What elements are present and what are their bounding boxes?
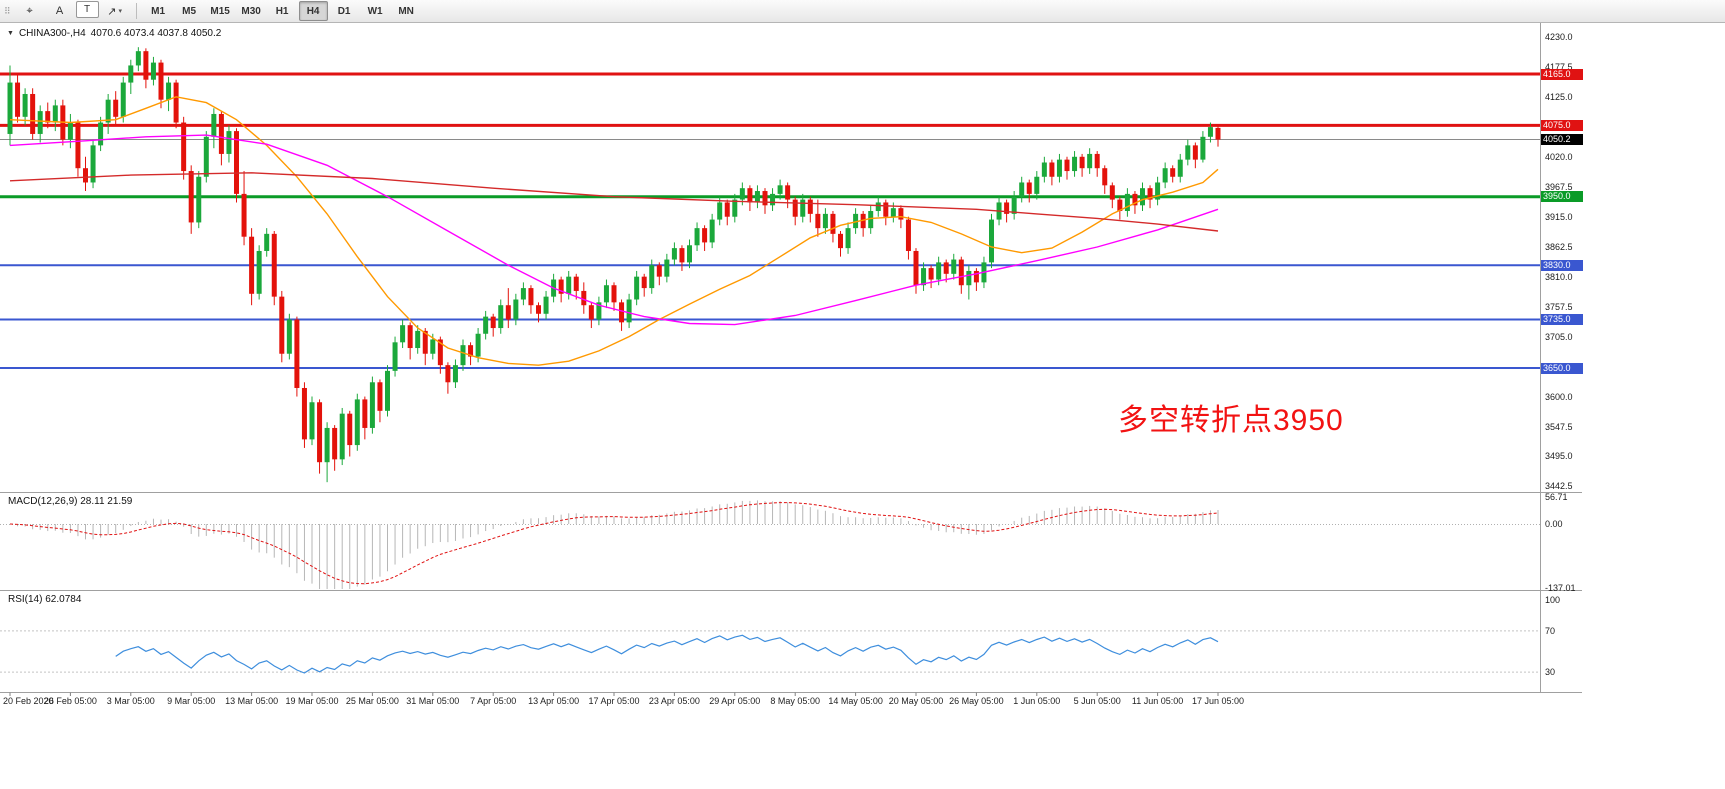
toolbar-text-t-button[interactable]: T (75, 1, 99, 18)
timeframe-button-m15[interactable]: M15 (210, 5, 230, 17)
timeframe-button-m30[interactable]: M30 (241, 5, 261, 17)
axis-ticks-layer (9, 692, 1219, 696)
price-level-lines[interactable] (0, 72, 1540, 370)
timeframe-button-mn[interactable]: MN (398, 5, 414, 17)
toolbar-text-a-button[interactable]: A (55, 5, 64, 17)
toolbar-tools-group: ⌖ A T ↗ ▾ (15, 1, 130, 21)
timeframe-button-h1[interactable]: H1 (275, 5, 289, 17)
toolbar: ⠿ ⌖ A T ↗ ▾ M1 M5 M15 M30 H1 H4 D1 W1 MN (0, 0, 1725, 23)
timeframe-button-m1[interactable]: M1 (151, 5, 166, 17)
toolbar-drawing-button[interactable]: ↗ ▾ (107, 5, 122, 18)
toolbar-drag-handle-icon[interactable]: ⠿ (4, 5, 11, 16)
timeframe-buttons-group: M1 M5 M15 M30 H1 H4 D1 W1 MN (143, 1, 422, 21)
moving-averages-layer (9, 96, 1219, 366)
toolbar-crosshair-button[interactable]: ⌖ (26, 4, 33, 17)
timeframe-button-d1[interactable]: D1 (337, 5, 351, 17)
toolbar-separator (135, 3, 137, 19)
panel-separators (0, 22, 1582, 693)
rsi-layer (0, 630, 1540, 674)
timeframe-button-m5[interactable]: M5 (182, 5, 197, 17)
timeframe-button-w1[interactable]: W1 (367, 5, 383, 17)
dropdown-caret-icon[interactable]: ▾ (118, 8, 122, 15)
timeframe-button-h4[interactable]: H4 (298, 1, 328, 21)
macd-layer (0, 500, 1540, 589)
